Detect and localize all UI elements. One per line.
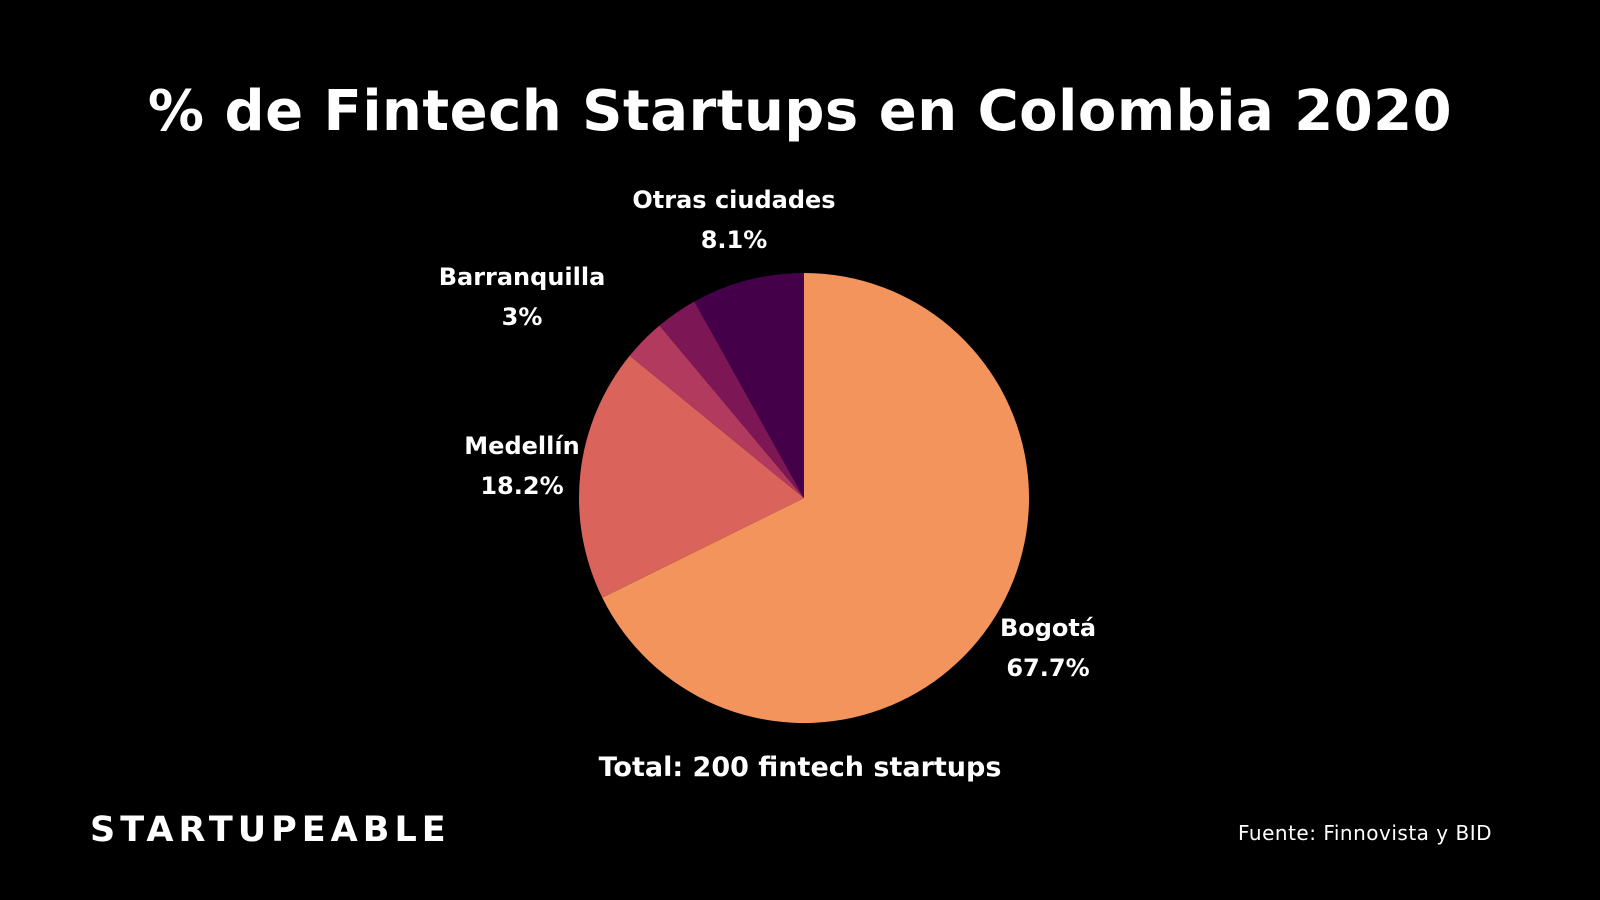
slice-label-otras-ciudades: Otras ciudades 8.1% — [632, 186, 835, 254]
slice-label-name: Bogotá — [1000, 614, 1096, 642]
slice-label-value: 18.2% — [480, 472, 563, 500]
total-caption: Total: 200 fintech startups — [598, 752, 1002, 783]
slice-label-barranquilla: Barranquilla 3% — [439, 263, 606, 331]
pie-slice-medellin — [579, 355, 804, 598]
slice-label-medellin: Medellín 18.2% — [464, 432, 579, 500]
source-note: Fuente: Finnovista y BID — [1238, 821, 1492, 845]
pie-slice-otras-ciudades — [694, 273, 804, 498]
slice-label-value: 8.1% — [701, 226, 768, 254]
pie-slice-unlabeled-2 — [629, 325, 804, 498]
slice-label-value: 67.7% — [1006, 654, 1089, 682]
chart-title: % de Fintech Startups en Colombia 2020 — [147, 79, 1453, 144]
slice-label-name: Barranquilla — [439, 263, 606, 291]
slice-label-bogota: Bogotá 67.7% — [1000, 614, 1096, 682]
slice-labels: Bogotá 67.7% Medellín 18.2% Barranquilla 3% Ot… — [439, 186, 1096, 682]
pie-slices — [579, 273, 1030, 723]
pie-slice-bogota — [602, 273, 1030, 723]
brand-logo: STARTUPEABLE — [90, 810, 451, 850]
slice-label-name: Medellín — [464, 432, 579, 460]
pie-slice-barranquilla — [659, 301, 804, 498]
slice-label-value: 3% — [502, 303, 543, 331]
slice-label-name: Otras ciudades — [632, 186, 835, 214]
